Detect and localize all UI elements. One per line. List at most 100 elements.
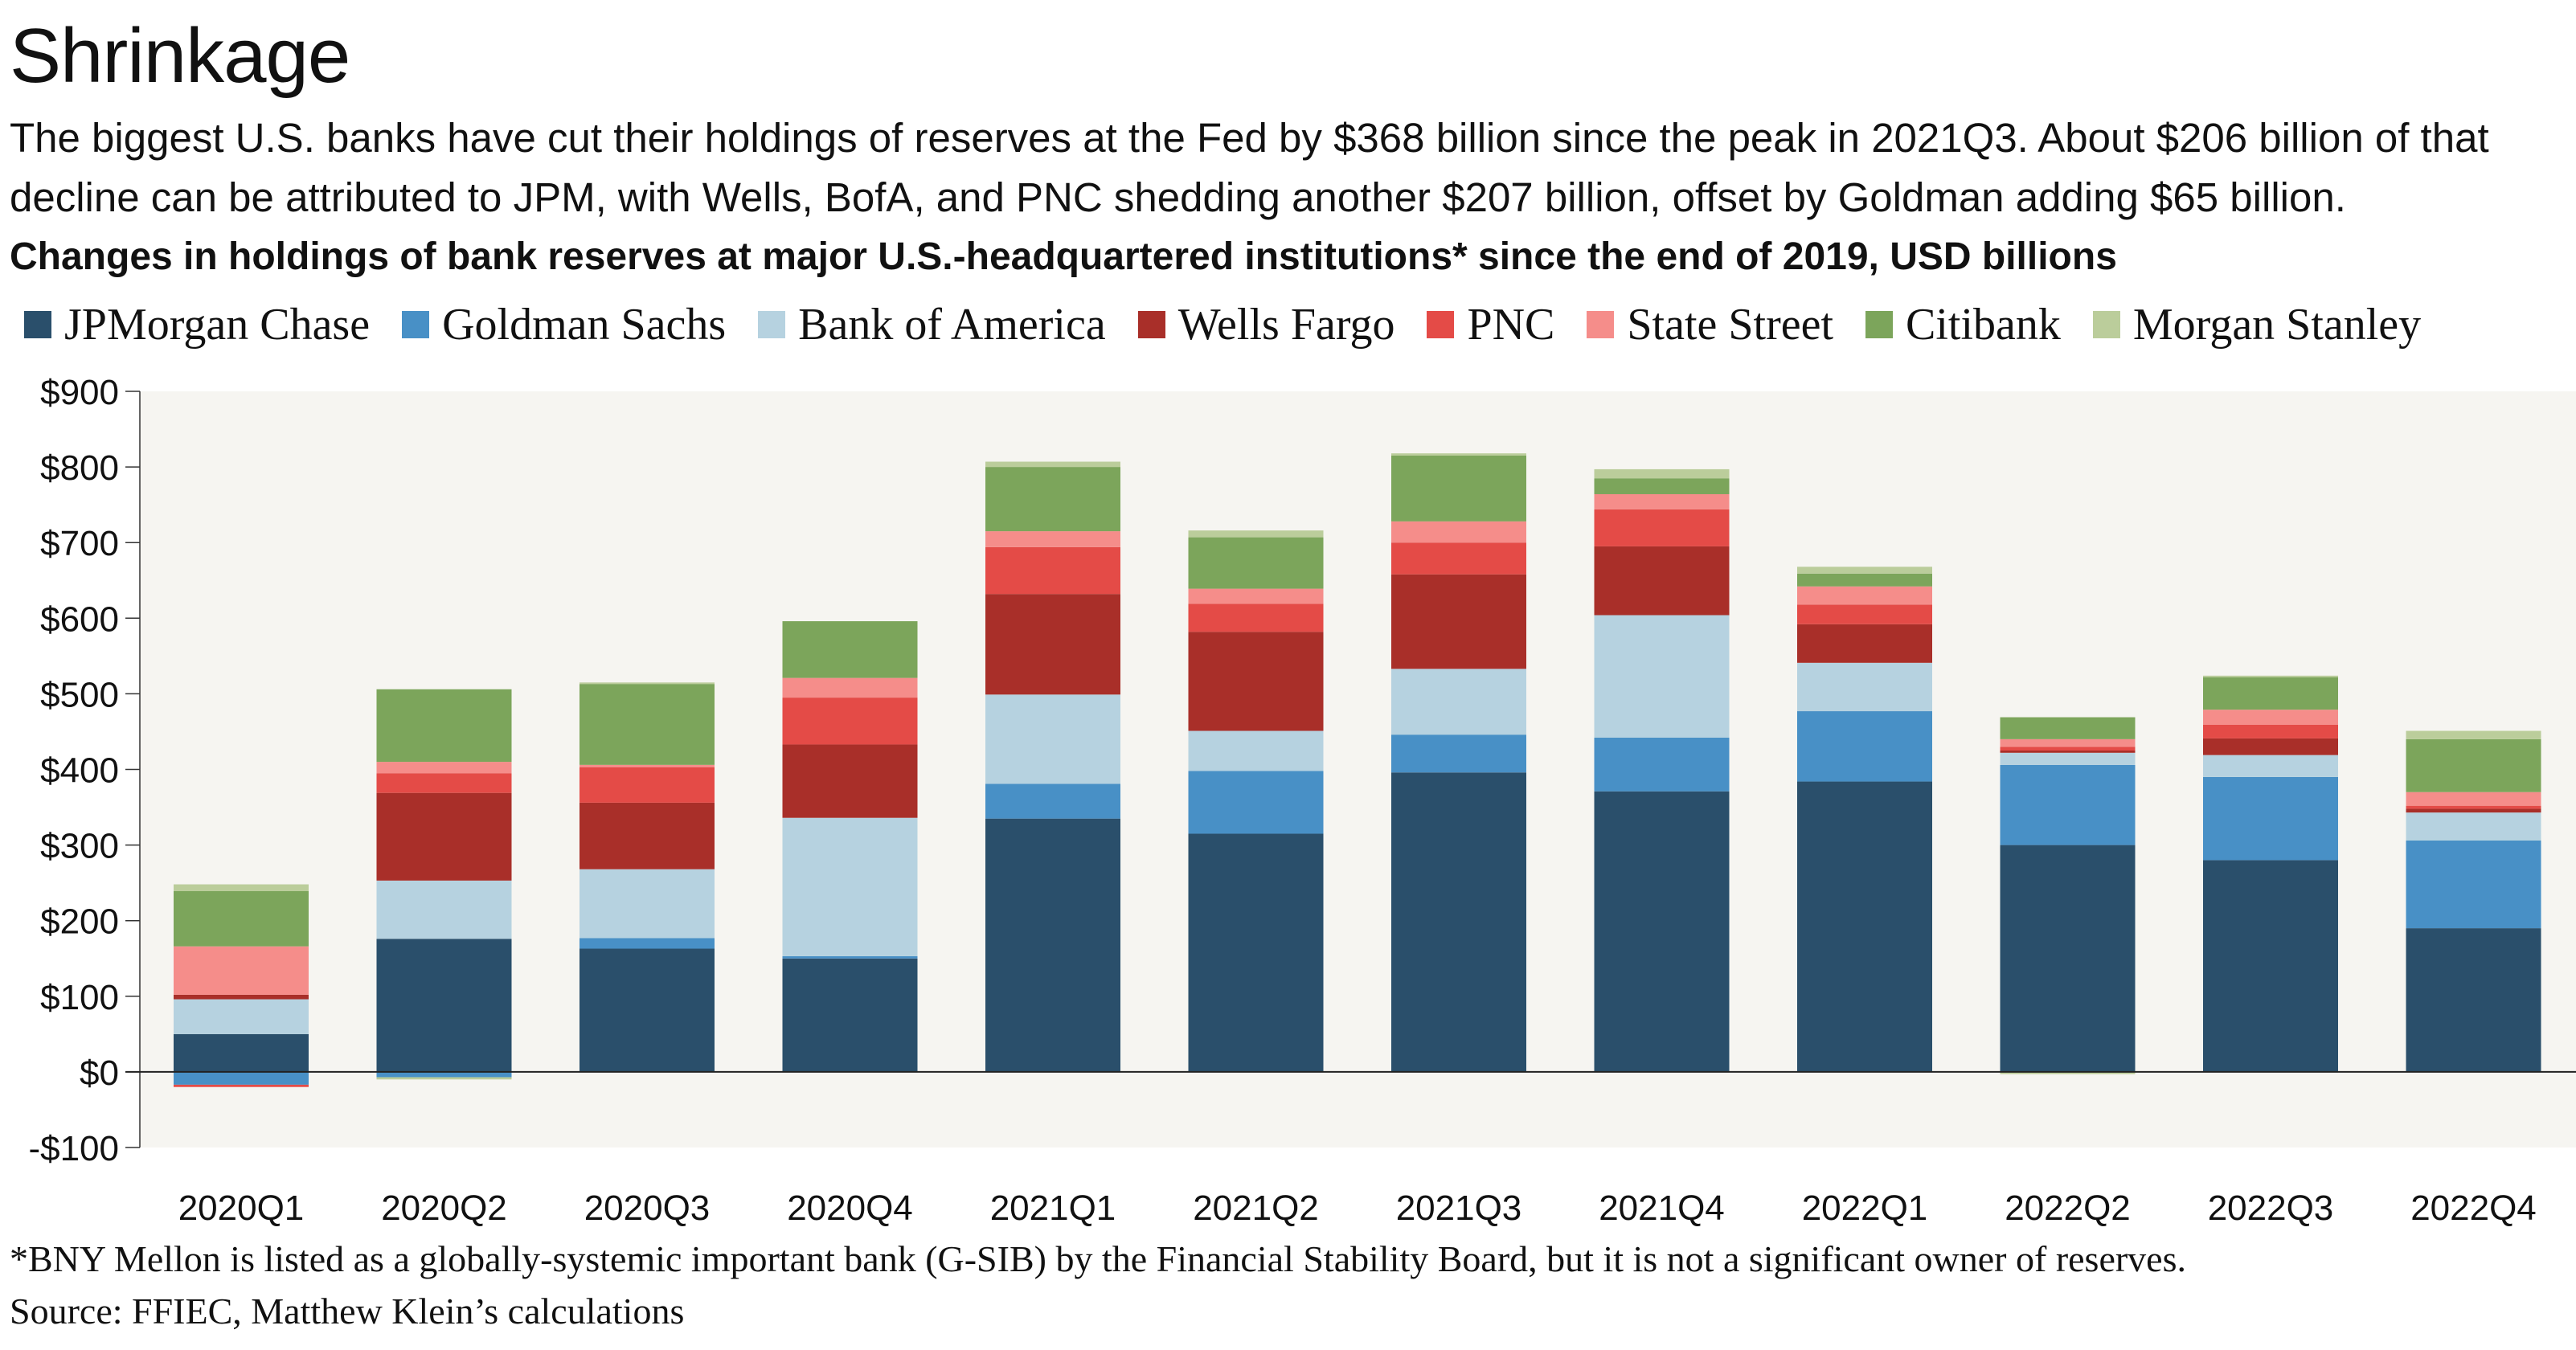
- y-tick-label: $300: [40, 827, 119, 866]
- bar-segment: [1797, 624, 1932, 663]
- bar-segment: [376, 1077, 512, 1080]
- bar-segment: [579, 869, 715, 939]
- bar-segment: [1391, 542, 1526, 575]
- bar-segment: [2000, 750, 2136, 753]
- bar-segment: [1594, 737, 1730, 792]
- bar-segment: [782, 698, 918, 745]
- x-tick-label: 2020Q4: [787, 1188, 913, 1228]
- chart-title: Shrinkage: [10, 13, 350, 99]
- x-tick-label: 2022Q2: [2005, 1188, 2131, 1228]
- bar-segment: [2406, 928, 2541, 1072]
- bar-segment: [1188, 530, 1324, 538]
- bar-segment: [579, 684, 715, 765]
- bar-segment: [376, 762, 512, 774]
- bar-segment: [2000, 738, 2136, 747]
- bar-segment: [2406, 812, 2541, 841]
- y-tick-label: $900: [40, 373, 119, 412]
- bar-segment: [1797, 567, 1932, 574]
- bar-segment: [782, 955, 918, 959]
- bar-segment: [2203, 724, 2338, 738]
- legend-item: JPMorgan Chase: [24, 299, 370, 350]
- legend-label: State Street: [1627, 300, 1833, 350]
- bar-segment: [2000, 764, 2136, 845]
- bar-segment: [2203, 860, 2338, 1072]
- legend: JPMorgan Chase Goldman Sachs Bank of Ameri…: [24, 299, 2453, 350]
- legend-swatch: [24, 311, 51, 338]
- bar-segment: [2203, 738, 2338, 755]
- x-tick-label: 2021Q4: [1599, 1188, 1725, 1228]
- bar-segment: [1391, 669, 1526, 735]
- bar-segment: [579, 682, 715, 685]
- legend-item: Goldman Sachs: [402, 299, 726, 350]
- x-tick-label: 2020Q3: [584, 1188, 711, 1228]
- bar-segment: [985, 531, 1120, 547]
- legend-swatch: [1427, 311, 1455, 338]
- bar-segment: [1188, 632, 1324, 731]
- legend-label: Goldman Sachs: [442, 300, 727, 350]
- bar-segment: [174, 999, 309, 1034]
- legend-swatch: [2092, 311, 2120, 338]
- y-tick-label: $700: [40, 524, 119, 563]
- y-tick-label: $500: [40, 675, 119, 714]
- bar-segment: [782, 958, 918, 1072]
- bar-segment: [579, 767, 715, 803]
- bar-segment: [1188, 603, 1324, 632]
- bar-segment: [2203, 755, 2338, 777]
- bar-segment: [579, 948, 715, 1072]
- legend-swatch: [758, 311, 786, 338]
- bar-segment: [1797, 573, 1932, 587]
- legend-item: Morgan Stanley: [2092, 299, 2422, 350]
- legend-swatch: [1865, 311, 1893, 338]
- x-tick-label: 2021Q3: [1396, 1188, 1522, 1228]
- bar-segment: [985, 694, 1120, 784]
- source-note: Source: FFIEC, Matthew Klein’s calculati…: [10, 1291, 685, 1332]
- bar-segment: [985, 818, 1120, 1072]
- bar-segment: [1594, 791, 1730, 1072]
- bar-segment: [1188, 537, 1324, 589]
- bar-segment: [1391, 734, 1526, 773]
- legend-swatch: [1587, 311, 1615, 338]
- bar-segment: [782, 677, 918, 698]
- legend-label: Morgan Stanley: [2132, 300, 2422, 350]
- bar-segment: [2000, 752, 2136, 765]
- bar-segment: [1391, 455, 1526, 522]
- x-tick-label: 2020Q2: [381, 1188, 507, 1228]
- bar-segment: [2000, 747, 2136, 751]
- bar-segment: [985, 467, 1120, 532]
- y-tick-label: $200: [40, 902, 119, 942]
- bar-segment: [782, 817, 918, 956]
- bar-segment: [376, 1071, 512, 1078]
- legend-item: PNC: [1427, 299, 1554, 350]
- bar-segment: [174, 891, 309, 947]
- bar-segment: [174, 1071, 309, 1085]
- bar-segment: [2406, 792, 2541, 806]
- bar-segment: [985, 546, 1120, 595]
- y-tick-label: -$100: [28, 1129, 119, 1168]
- x-tick-label: 2021Q2: [1193, 1188, 1319, 1228]
- bar-segment: [782, 621, 918, 678]
- legend-label: Wells Fargo: [1177, 300, 1395, 350]
- bar-segment: [1594, 493, 1730, 509]
- bar-segment: [1797, 711, 1932, 782]
- bar-segment: [376, 689, 512, 763]
- x-tick-label: 2022Q4: [2410, 1188, 2537, 1228]
- bar-segment: [2000, 845, 2136, 1072]
- bar-segment: [579, 764, 715, 767]
- y-tick-label: $800: [40, 448, 119, 488]
- bar-segment: [2406, 730, 2541, 739]
- bar-segment: [985, 783, 1120, 819]
- bar-segment: [2406, 805, 2541, 809]
- plot-area: [140, 391, 2576, 1148]
- legend-item: Citibank: [1865, 299, 2061, 350]
- bar-segment: [174, 884, 309, 892]
- bar-segment: [174, 1084, 309, 1087]
- x-tick-label: 2021Q1: [990, 1188, 1116, 1228]
- subtitle-line-1: The biggest U.S. banks have cut their ho…: [10, 115, 2489, 161]
- x-tick-label: 2020Q1: [178, 1188, 305, 1228]
- footnote: *BNY Mellon is listed as a globally-syst…: [10, 1238, 2187, 1279]
- bar-segment: [1594, 509, 1730, 546]
- legend-swatch: [1137, 311, 1165, 338]
- legend-item: State Street: [1587, 299, 1833, 350]
- y-tick-label: $100: [40, 978, 119, 1017]
